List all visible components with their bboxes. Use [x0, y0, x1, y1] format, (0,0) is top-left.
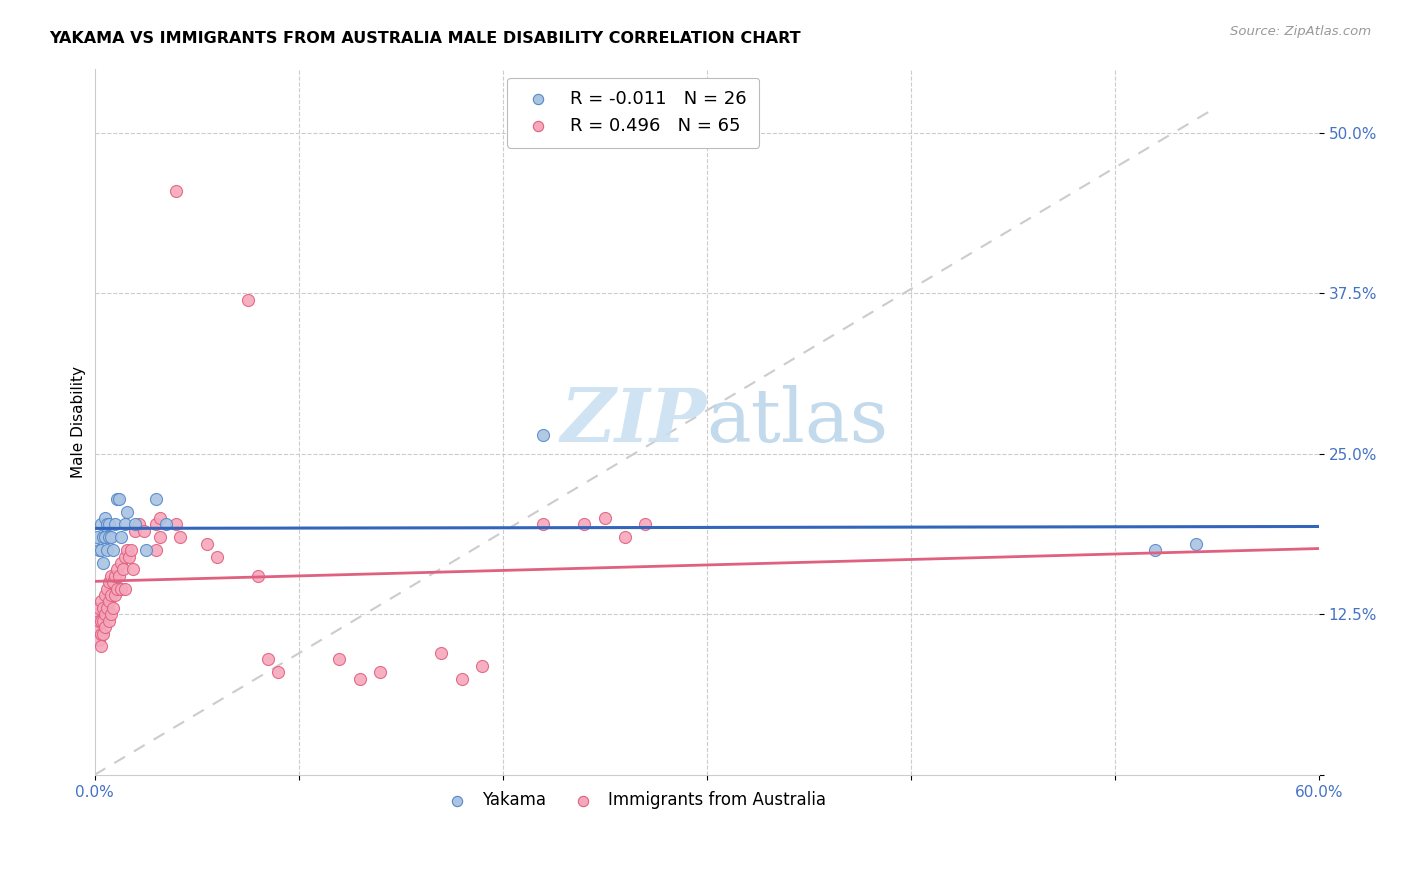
Point	[533, 517, 555, 532]
Text: YAKAMA VS IMMIGRANTS FROM AUSTRALIA MALE DISABILITY CORRELATION CHART: YAKAMA VS IMMIGRANTS FROM AUSTRALIA MALE…	[49, 31, 801, 46]
Point	[135, 543, 157, 558]
Point	[145, 491, 167, 506]
Point	[104, 568, 127, 582]
Point	[257, 652, 280, 666]
Point	[122, 562, 145, 576]
Point	[593, 511, 616, 525]
Point	[145, 517, 167, 532]
Point	[87, 600, 110, 615]
Point	[450, 672, 472, 686]
Y-axis label: Male Disability: Male Disability	[72, 366, 86, 478]
Point	[87, 632, 110, 647]
Point	[97, 575, 120, 590]
Point	[94, 588, 117, 602]
Point	[101, 575, 124, 590]
Point	[110, 582, 132, 596]
Point	[118, 549, 141, 564]
Point	[91, 614, 114, 628]
Point	[574, 517, 596, 532]
Point	[90, 614, 112, 628]
Point	[149, 511, 172, 525]
Point	[90, 594, 112, 608]
Point	[91, 626, 114, 640]
Point	[114, 582, 136, 596]
Point	[634, 517, 657, 532]
Point	[120, 543, 142, 558]
Point	[96, 600, 118, 615]
Point	[100, 530, 122, 544]
Point	[91, 600, 114, 615]
Point	[90, 626, 112, 640]
Point	[533, 427, 555, 442]
Point	[149, 530, 172, 544]
Point	[96, 543, 118, 558]
Point	[328, 652, 350, 666]
Point	[101, 600, 124, 615]
Point	[86, 530, 108, 544]
Point	[97, 517, 120, 532]
Point	[169, 530, 191, 544]
Point	[115, 504, 138, 518]
Point	[94, 607, 117, 622]
Point	[430, 646, 453, 660]
Point	[87, 543, 110, 558]
Point	[87, 614, 110, 628]
Point	[236, 293, 259, 307]
Point	[349, 672, 371, 686]
Point	[246, 568, 269, 582]
Point	[132, 524, 155, 538]
Point	[128, 517, 150, 532]
Point	[94, 511, 117, 525]
Point	[104, 588, 127, 602]
Point	[205, 549, 228, 564]
Point	[108, 491, 131, 506]
Point	[94, 530, 117, 544]
Point	[471, 658, 494, 673]
Point	[96, 582, 118, 596]
Point	[97, 614, 120, 628]
Point	[105, 582, 128, 596]
Point	[1185, 536, 1208, 550]
Point	[115, 543, 138, 558]
Point	[110, 530, 132, 544]
Point	[90, 517, 112, 532]
Point	[124, 517, 146, 532]
Point	[96, 517, 118, 532]
Point	[1144, 543, 1167, 558]
Legend: Yakama, Immigrants from Australia: Yakama, Immigrants from Australia	[434, 785, 832, 816]
Point	[90, 543, 112, 558]
Point	[86, 607, 108, 622]
Point	[165, 517, 187, 532]
Point	[114, 549, 136, 564]
Point	[94, 620, 117, 634]
Point	[112, 562, 135, 576]
Point	[100, 588, 122, 602]
Point	[114, 517, 136, 532]
Point	[91, 530, 114, 544]
Point	[165, 184, 187, 198]
Point	[105, 562, 128, 576]
Point	[108, 568, 131, 582]
Point	[614, 530, 637, 544]
Point	[267, 665, 290, 679]
Point	[368, 665, 391, 679]
Point	[86, 620, 108, 634]
Text: Source: ZipAtlas.com: Source: ZipAtlas.com	[1230, 25, 1371, 38]
Text: atlas: atlas	[707, 385, 889, 458]
Text: ZIP: ZIP	[561, 385, 707, 458]
Point	[101, 543, 124, 558]
Point	[91, 556, 114, 570]
Point	[155, 517, 177, 532]
Point	[104, 517, 127, 532]
Point	[97, 594, 120, 608]
Point	[100, 568, 122, 582]
Point	[97, 530, 120, 544]
Point	[100, 607, 122, 622]
Point	[145, 543, 167, 558]
Point	[90, 640, 112, 654]
Point	[105, 491, 128, 506]
Point	[124, 524, 146, 538]
Point	[110, 556, 132, 570]
Point	[195, 536, 218, 550]
